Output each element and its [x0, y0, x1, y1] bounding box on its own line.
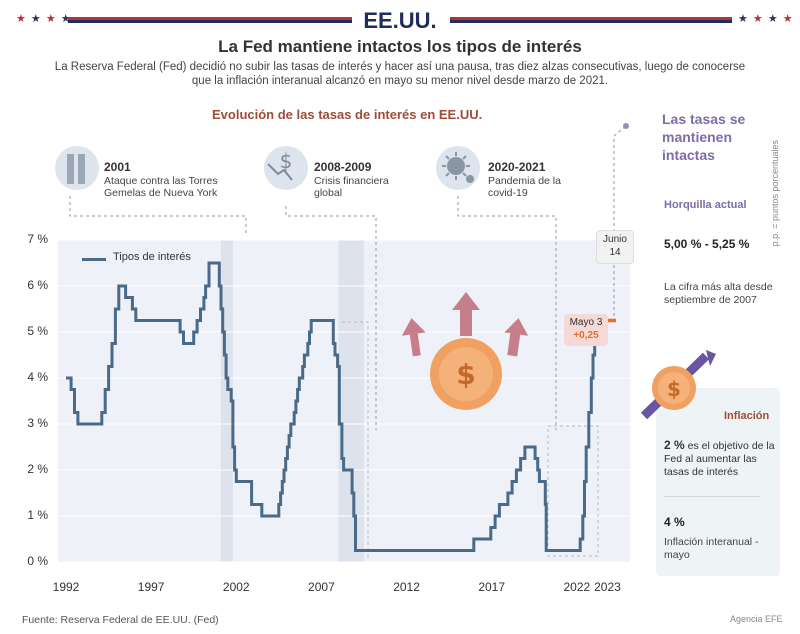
may-callout-date: Mayo 3 [569, 317, 603, 328]
event-desc-2020-b: covid-19 [488, 187, 528, 199]
x-tick-label: 2022 [563, 580, 591, 594]
y-tick-label: 1 % [27, 508, 48, 522]
crisis-highlight-line [342, 321, 369, 560]
header-stripe-right [450, 17, 732, 23]
event-year-2008: 2008-2009 [314, 160, 372, 174]
credit: Agencia EFE [730, 614, 783, 624]
range-note: La cifra más alta desde septiembre de 20… [664, 281, 773, 306]
inflation-goal-value: 2 % [664, 438, 685, 452]
side-headline: Las tasas se mantienen intactas [662, 110, 772, 164]
legend-label: Tipos de interés [113, 251, 191, 263]
range-label: Horquilla actual [664, 199, 747, 211]
event-connector-2020 [457, 196, 557, 430]
pp-note: p.p. = puntos porcentuales [770, 140, 780, 247]
side-headline-line3: intactas [662, 147, 715, 163]
svg-text:$: $ [280, 149, 293, 173]
event-desc-2020-a: Pandemia de la [488, 175, 561, 187]
side-headline-line2: mantienen [662, 129, 733, 145]
inflation-divider [664, 496, 760, 497]
stars-right: ★ ★ ★ ★ [738, 13, 794, 25]
twin-towers-icon [55, 146, 99, 190]
dollar-down-icon: $ [264, 146, 308, 190]
x-tick-label: 1997 [137, 580, 165, 594]
june-callout-day: 14 [609, 247, 621, 258]
page-subtitle: La Reserva Federal (Fed) decidió no subi… [54, 61, 746, 87]
svg-text:$: $ [456, 358, 475, 391]
may-callout: Mayo 3 +0,25 [564, 314, 608, 346]
june-callout: Junio 14 [596, 230, 634, 264]
x-tick-label: 2002 [222, 580, 250, 594]
event-desc-2001-b: Gemelas de Nueva York [104, 187, 218, 199]
event-desc-2001-a: Ataque contra las Torres [104, 175, 218, 187]
y-tick-label: 6 % [27, 278, 48, 292]
country-title: EE.UU. [363, 8, 437, 33]
y-tick-label: 3 % [27, 416, 48, 430]
june-callout-month: Junio [603, 234, 627, 245]
inflation-value: 4 % [664, 515, 685, 529]
pandemic-highlight-box [547, 425, 599, 557]
x-tick-label: 1992 [52, 580, 80, 594]
y-tick-label: 4 % [27, 370, 48, 384]
y-tick-label: 5 % [27, 324, 48, 338]
range-value: 5,00 % - 5,25 % [664, 237, 750, 251]
inflation-note: Inflación interanual - mayo [664, 536, 759, 561]
coin-arrow-icon: $ [640, 350, 716, 420]
y-tick-label: 0 % [27, 554, 48, 568]
series-line-0 [66, 261, 616, 552]
may-callout-increase: +0,25 [573, 330, 599, 341]
x-tick-label: 2012 [393, 580, 420, 594]
y-tick-label: 7 % [27, 232, 48, 246]
inflation-goal: 2 % es el objetivo de la Fed al aumentar… [664, 439, 776, 479]
event-connector-2001 [69, 196, 247, 234]
inflation-label: Inflación [724, 410, 770, 422]
event-desc-2008-a: Crisis financiera [314, 175, 389, 187]
x-tick-label: 2017 [478, 580, 506, 594]
event-year-2020: 2020-2021 [488, 160, 546, 174]
stars-left: ★ ★ ★ ★ [16, 13, 72, 25]
chart-title: Evolución de las tasas de interés en EE.… [212, 107, 483, 122]
inflation-card [656, 388, 780, 576]
page-title: La Fed mantiene intactos los tipos de in… [218, 37, 582, 56]
rising-rates-illustration: $ [401, 292, 529, 410]
virus-icon [436, 146, 480, 190]
x-tick-label: 2023 [594, 580, 621, 594]
event-desc-2008-b: global [314, 187, 343, 199]
event-connector-2008 [285, 206, 377, 430]
legend-swatch [82, 258, 106, 261]
side-headline-line1: Las tasas se [662, 111, 746, 127]
source-note: Fuente: Reserva Federal de EE.UU. (Fed) [22, 614, 219, 626]
y-tick-label: 2 % [27, 462, 48, 476]
x-tick-label: 2007 [308, 580, 335, 594]
inflation-goal-text: es el objetivo de la Fed al aumentar las… [664, 440, 775, 478]
shaded-period-0 [220, 240, 233, 562]
svg-text:$: $ [667, 377, 681, 401]
shaded-period-1 [338, 240, 364, 562]
header-stripe-left [68, 17, 352, 23]
event-year-2001: 2001 [104, 160, 131, 174]
headline-connector-dot [623, 123, 629, 129]
